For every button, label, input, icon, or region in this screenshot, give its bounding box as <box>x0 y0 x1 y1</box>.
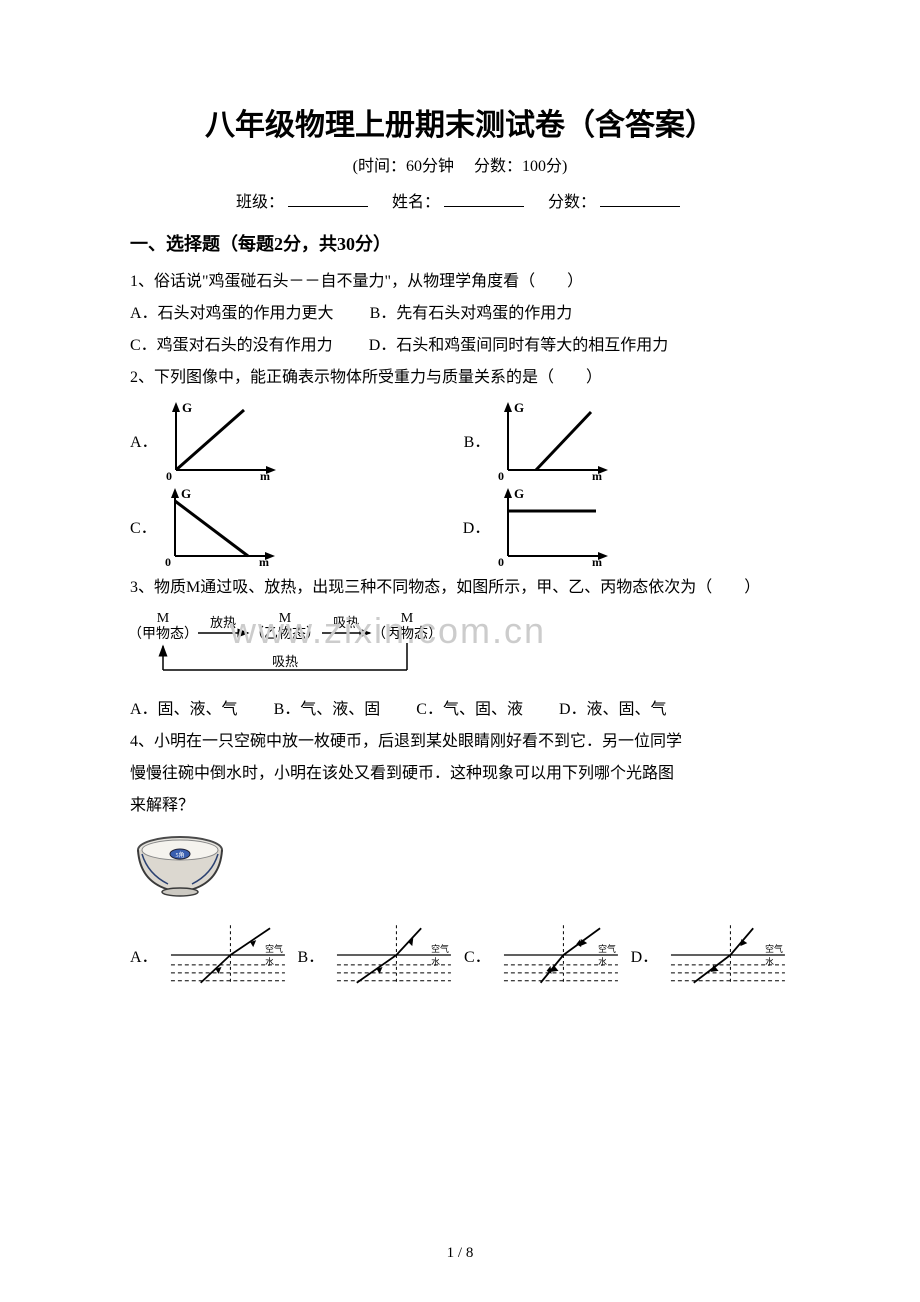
subtitle: (时间：60分钟 分数：100分) <box>130 152 790 176</box>
svg-text:0: 0 <box>498 469 504 480</box>
svg-text:水: 水 <box>431 956 440 967</box>
svg-text:M: M <box>279 611 292 626</box>
q2-graph-b: G m 0 <box>496 400 616 480</box>
q2-graphs-row2: C． G m 0 D． G m 0 <box>130 486 790 566</box>
q2-graph-a: G m 0 <box>164 400 284 480</box>
class-label: 班级： <box>236 194 284 211</box>
score-blank[interactable] <box>600 192 680 207</box>
bowl-image: 5角 <box>130 832 790 902</box>
svg-text:空气: 空气 <box>431 943 449 954</box>
svg-text:M: M <box>401 611 414 626</box>
score-label: 分数： <box>548 194 596 211</box>
name-label: 姓名： <box>392 194 440 211</box>
q1-row2: C．鸡蛋对石头的没有作用力 D．石头和鸡蛋间同时有等大的相互作用力 <box>130 330 790 362</box>
svg-text:m: m <box>592 555 602 566</box>
q2-graphs-row1: A． G m 0 B． G m 0 <box>130 400 790 480</box>
svg-text:M: M <box>157 611 170 626</box>
svg-text:吸热: 吸热 <box>272 654 298 669</box>
q3-b: B．气、液、固 <box>274 701 381 718</box>
q3-a: A．固、液、气 <box>130 701 238 718</box>
q2-c-label: C． <box>130 514 157 538</box>
q2-graph-d: G m 0 <box>496 486 616 566</box>
svg-text:5角: 5角 <box>175 851 184 859</box>
q3-d: D．液、固、气 <box>559 701 667 718</box>
svg-text:G: G <box>181 486 191 501</box>
q3-opts: A．固、液、气 B．气、液、固 C．气、固、液 D．液、固、气 <box>130 694 790 726</box>
svg-text:水: 水 <box>598 956 607 967</box>
q4-a-label: A． <box>130 943 158 967</box>
svg-text:G: G <box>514 486 524 501</box>
section-1-head: 一、选择题（每题2分，共30分） <box>130 230 790 256</box>
q4-c-label: C． <box>464 943 491 967</box>
svg-text:空气: 空气 <box>265 943 283 954</box>
q2-graph-c: G m 0 <box>163 486 283 566</box>
q4-diagram-a: 空气 水 <box>166 920 290 990</box>
svg-text:吸热: 吸热 <box>333 615 359 630</box>
q4-diagram-d: 空气 水 <box>666 920 790 990</box>
q4-diagram-c: 空气 水 <box>499 920 623 990</box>
q4-options-row: A． 空气 水 B． 空气 水 <box>130 920 790 990</box>
svg-text:空气: 空气 <box>598 943 616 954</box>
svg-text:空气: 空气 <box>765 943 783 954</box>
q3-stem: 3、物质M通过吸、放热，出现三种不同物态，如图所示，甲、乙、丙物态依次为（ ） <box>130 572 790 604</box>
q1-c: C．鸡蛋对石头的没有作用力 <box>130 337 333 354</box>
q1-a: A．石头对鸡蛋的作用力更大 <box>130 305 334 322</box>
q1-b: B．先有石头对鸡蛋的作用力 <box>370 305 573 322</box>
svg-text:0: 0 <box>498 555 504 566</box>
page-title: 八年级物理上册期末测试卷（含答案） <box>130 100 790 144</box>
q2-a-label: A． <box>130 428 158 452</box>
svg-text:（乙物态）: （乙物态） <box>250 626 320 642</box>
q3-diagram: M （甲物态） M （乙物态） M （丙物态） 放热 吸热 吸热 <box>130 608 790 688</box>
q4-b-label: B． <box>297 943 324 967</box>
svg-text:m: m <box>259 555 269 566</box>
q1-row1: A．石头对鸡蛋的作用力更大 B．先有石头对鸡蛋的作用力 <box>130 298 790 330</box>
q2-stem: 2、下列图像中，能正确表示物体所受重力与质量关系的是（ ） <box>130 362 790 394</box>
svg-text:0: 0 <box>165 555 171 566</box>
svg-text:m: m <box>260 469 270 480</box>
svg-text:0: 0 <box>166 469 172 480</box>
q1-d: D．石头和鸡蛋间同时有等大的相互作用力 <box>369 337 669 354</box>
svg-text:（丙物态）: （丙物态） <box>372 626 442 642</box>
svg-text:G: G <box>182 400 192 415</box>
svg-text:放热: 放热 <box>210 615 236 630</box>
q2-b-label: B． <box>464 428 491 452</box>
q4-stem3: 来解释？ <box>130 790 790 822</box>
q3-c: C．气、固、液 <box>416 701 523 718</box>
q4-d-label: D． <box>631 943 659 967</box>
q4-stem2: 慢慢往碗中倒水时，小明在该处又看到硬币．这种现象可以用下列哪个光路图 <box>130 758 790 790</box>
svg-text:水: 水 <box>765 956 774 967</box>
name-blank[interactable] <box>444 192 524 207</box>
q4-diagram-b: 空气 水 <box>332 920 456 990</box>
svg-text:G: G <box>514 400 524 415</box>
svg-text:（甲物态）: （甲物态） <box>130 626 198 642</box>
info-line: 班级： 姓名： 分数： <box>130 188 790 212</box>
class-blank[interactable] <box>288 192 368 207</box>
svg-text:水: 水 <box>265 956 274 967</box>
svg-text:m: m <box>592 469 602 480</box>
q1-stem: 1、俗话说"鸡蛋碰石头－－自不量力"，从物理学角度看（ ） <box>130 266 790 298</box>
q2-d-label: D． <box>463 514 491 538</box>
page-number: 1 / 8 <box>0 1245 920 1262</box>
q4-stem1: 4、小明在一只空碗中放一枚硬币，后退到某处眼睛刚好看不到它．另一位同学 <box>130 726 790 758</box>
